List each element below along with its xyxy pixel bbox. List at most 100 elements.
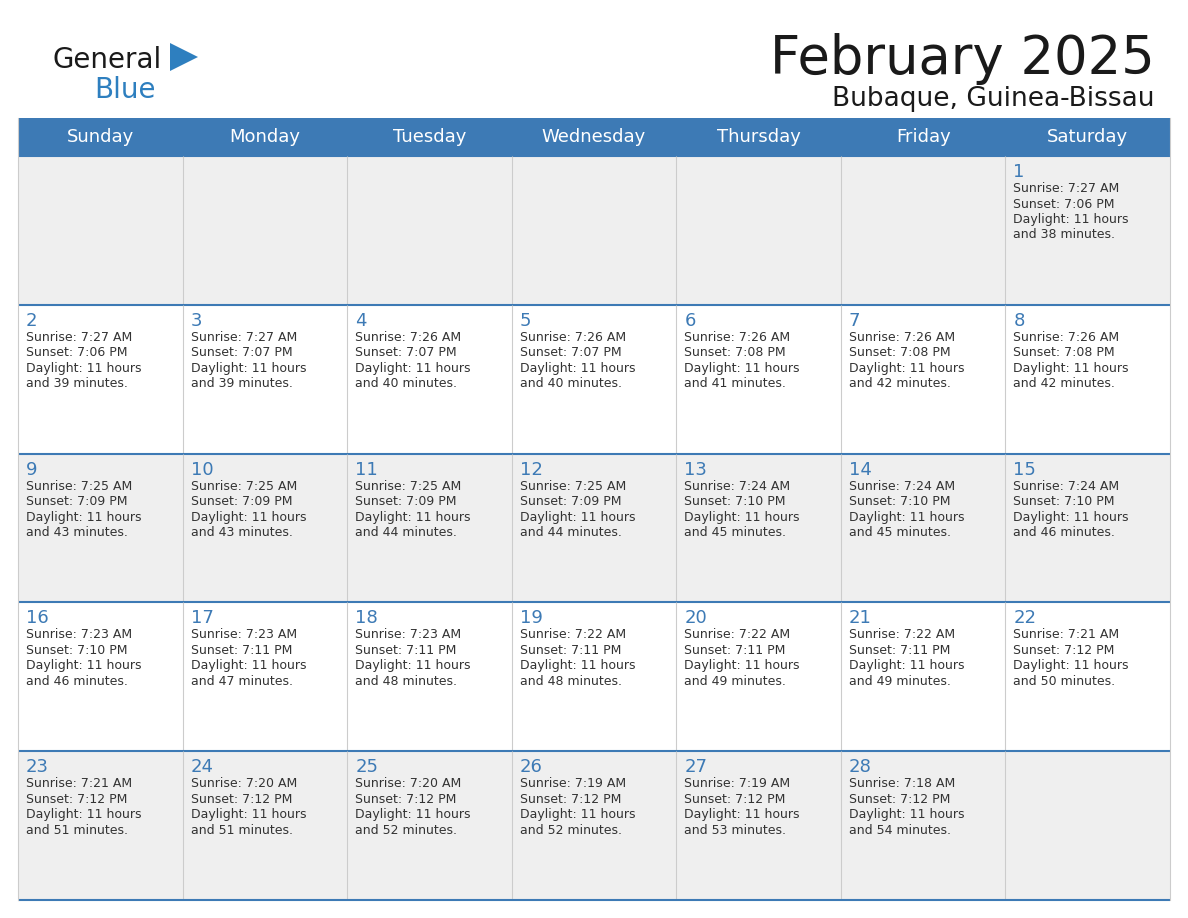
Text: 3: 3	[190, 312, 202, 330]
Text: Saturday: Saturday	[1047, 128, 1129, 146]
Text: Daylight: 11 hours: Daylight: 11 hours	[684, 659, 800, 672]
Text: Sunrise: 7:26 AM: Sunrise: 7:26 AM	[519, 330, 626, 344]
Text: 17: 17	[190, 610, 214, 627]
Text: Daylight: 11 hours: Daylight: 11 hours	[684, 362, 800, 375]
Text: 18: 18	[355, 610, 378, 627]
Text: Sunset: 7:07 PM: Sunset: 7:07 PM	[355, 346, 456, 359]
Bar	[18, 118, 1170, 156]
Text: 25: 25	[355, 758, 378, 777]
Text: 11: 11	[355, 461, 378, 478]
Text: Daylight: 11 hours: Daylight: 11 hours	[519, 510, 636, 523]
Text: Sunset: 7:09 PM: Sunset: 7:09 PM	[190, 495, 292, 508]
Text: and 40 minutes.: and 40 minutes.	[519, 377, 621, 390]
Text: Sunset: 7:09 PM: Sunset: 7:09 PM	[355, 495, 456, 508]
Text: General: General	[52, 46, 162, 74]
Text: Sunset: 7:11 PM: Sunset: 7:11 PM	[684, 644, 785, 657]
Text: Sunset: 7:11 PM: Sunset: 7:11 PM	[519, 644, 621, 657]
Text: Daylight: 11 hours: Daylight: 11 hours	[355, 808, 470, 822]
Text: and 48 minutes.: and 48 minutes.	[519, 675, 621, 688]
Text: Sunset: 7:11 PM: Sunset: 7:11 PM	[190, 644, 292, 657]
Text: Daylight: 11 hours: Daylight: 11 hours	[684, 510, 800, 523]
Text: 10: 10	[190, 461, 213, 478]
Text: and 51 minutes.: and 51 minutes.	[190, 823, 292, 836]
Text: Daylight: 11 hours: Daylight: 11 hours	[355, 362, 470, 375]
Text: Sunset: 7:06 PM: Sunset: 7:06 PM	[26, 346, 127, 359]
Text: Sunset: 7:11 PM: Sunset: 7:11 PM	[355, 644, 456, 657]
Text: Sunrise: 7:27 AM: Sunrise: 7:27 AM	[26, 330, 132, 344]
Text: and 38 minutes.: and 38 minutes.	[1013, 229, 1116, 241]
Text: Sunrise: 7:24 AM: Sunrise: 7:24 AM	[684, 479, 790, 493]
Text: and 43 minutes.: and 43 minutes.	[26, 526, 128, 539]
Text: Sunset: 7:08 PM: Sunset: 7:08 PM	[684, 346, 786, 359]
Text: Daylight: 11 hours: Daylight: 11 hours	[26, 808, 141, 822]
Text: Daylight: 11 hours: Daylight: 11 hours	[26, 659, 141, 672]
Text: Daylight: 11 hours: Daylight: 11 hours	[355, 510, 470, 523]
Text: Sunset: 7:12 PM: Sunset: 7:12 PM	[355, 793, 456, 806]
Text: and 42 minutes.: and 42 minutes.	[1013, 377, 1116, 390]
Text: Sunrise: 7:20 AM: Sunrise: 7:20 AM	[190, 778, 297, 790]
Text: and 51 minutes.: and 51 minutes.	[26, 823, 128, 836]
Text: and 49 minutes.: and 49 minutes.	[849, 675, 950, 688]
Text: 4: 4	[355, 312, 367, 330]
Text: 24: 24	[190, 758, 214, 777]
Text: 14: 14	[849, 461, 872, 478]
Text: Sunrise: 7:21 AM: Sunrise: 7:21 AM	[26, 778, 132, 790]
Text: Sunrise: 7:25 AM: Sunrise: 7:25 AM	[519, 479, 626, 493]
Text: Daylight: 11 hours: Daylight: 11 hours	[849, 808, 965, 822]
Text: Sunrise: 7:26 AM: Sunrise: 7:26 AM	[355, 330, 461, 344]
Text: Daylight: 11 hours: Daylight: 11 hours	[190, 808, 307, 822]
Text: 21: 21	[849, 610, 872, 627]
Text: Sunset: 7:09 PM: Sunset: 7:09 PM	[26, 495, 127, 508]
Bar	[18, 305, 1170, 453]
Text: 8: 8	[1013, 312, 1025, 330]
Text: Sunrise: 7:22 AM: Sunrise: 7:22 AM	[849, 629, 955, 642]
Text: Sunrise: 7:21 AM: Sunrise: 7:21 AM	[1013, 629, 1119, 642]
Text: Sunset: 7:08 PM: Sunset: 7:08 PM	[849, 346, 950, 359]
Text: and 41 minutes.: and 41 minutes.	[684, 377, 786, 390]
Text: Tuesday: Tuesday	[393, 128, 466, 146]
Bar	[18, 751, 1170, 900]
Text: Daylight: 11 hours: Daylight: 11 hours	[355, 659, 470, 672]
Text: Sunrise: 7:23 AM: Sunrise: 7:23 AM	[355, 629, 461, 642]
Text: 2: 2	[26, 312, 38, 330]
Text: Sunrise: 7:22 AM: Sunrise: 7:22 AM	[684, 629, 790, 642]
Text: 7: 7	[849, 312, 860, 330]
Text: 22: 22	[1013, 610, 1036, 627]
Text: Daylight: 11 hours: Daylight: 11 hours	[1013, 659, 1129, 672]
Bar	[18, 602, 1170, 751]
Text: Sunset: 7:11 PM: Sunset: 7:11 PM	[849, 644, 950, 657]
Text: Daylight: 11 hours: Daylight: 11 hours	[1013, 510, 1129, 523]
Text: and 42 minutes.: and 42 minutes.	[849, 377, 950, 390]
Text: 9: 9	[26, 461, 38, 478]
Text: Sunrise: 7:22 AM: Sunrise: 7:22 AM	[519, 629, 626, 642]
Text: Daylight: 11 hours: Daylight: 11 hours	[849, 510, 965, 523]
Text: Sunset: 7:12 PM: Sunset: 7:12 PM	[849, 793, 950, 806]
Text: Sunrise: 7:25 AM: Sunrise: 7:25 AM	[26, 479, 132, 493]
Text: Daylight: 11 hours: Daylight: 11 hours	[190, 659, 307, 672]
Text: Daylight: 11 hours: Daylight: 11 hours	[849, 659, 965, 672]
Text: Sunset: 7:07 PM: Sunset: 7:07 PM	[519, 346, 621, 359]
Text: Friday: Friday	[896, 128, 950, 146]
Text: Sunrise: 7:19 AM: Sunrise: 7:19 AM	[519, 778, 626, 790]
Text: and 50 minutes.: and 50 minutes.	[1013, 675, 1116, 688]
Text: and 43 minutes.: and 43 minutes.	[190, 526, 292, 539]
Text: 12: 12	[519, 461, 543, 478]
Text: 27: 27	[684, 758, 707, 777]
Text: Sunrise: 7:27 AM: Sunrise: 7:27 AM	[1013, 182, 1119, 195]
Text: 26: 26	[519, 758, 543, 777]
Text: Thursday: Thursday	[716, 128, 801, 146]
Text: Sunset: 7:10 PM: Sunset: 7:10 PM	[1013, 495, 1114, 508]
Text: and 39 minutes.: and 39 minutes.	[26, 377, 128, 390]
Text: 5: 5	[519, 312, 531, 330]
Text: and 52 minutes.: and 52 minutes.	[519, 823, 621, 836]
Text: Blue: Blue	[94, 76, 156, 104]
Text: Sunset: 7:12 PM: Sunset: 7:12 PM	[1013, 644, 1114, 657]
Text: and 48 minutes.: and 48 minutes.	[355, 675, 457, 688]
Text: Sunrise: 7:24 AM: Sunrise: 7:24 AM	[849, 479, 955, 493]
Text: and 49 minutes.: and 49 minutes.	[684, 675, 786, 688]
Polygon shape	[170, 43, 198, 71]
Text: Daylight: 11 hours: Daylight: 11 hours	[519, 362, 636, 375]
Text: and 53 minutes.: and 53 minutes.	[684, 823, 786, 836]
Text: and 46 minutes.: and 46 minutes.	[26, 675, 128, 688]
Text: and 47 minutes.: and 47 minutes.	[190, 675, 292, 688]
